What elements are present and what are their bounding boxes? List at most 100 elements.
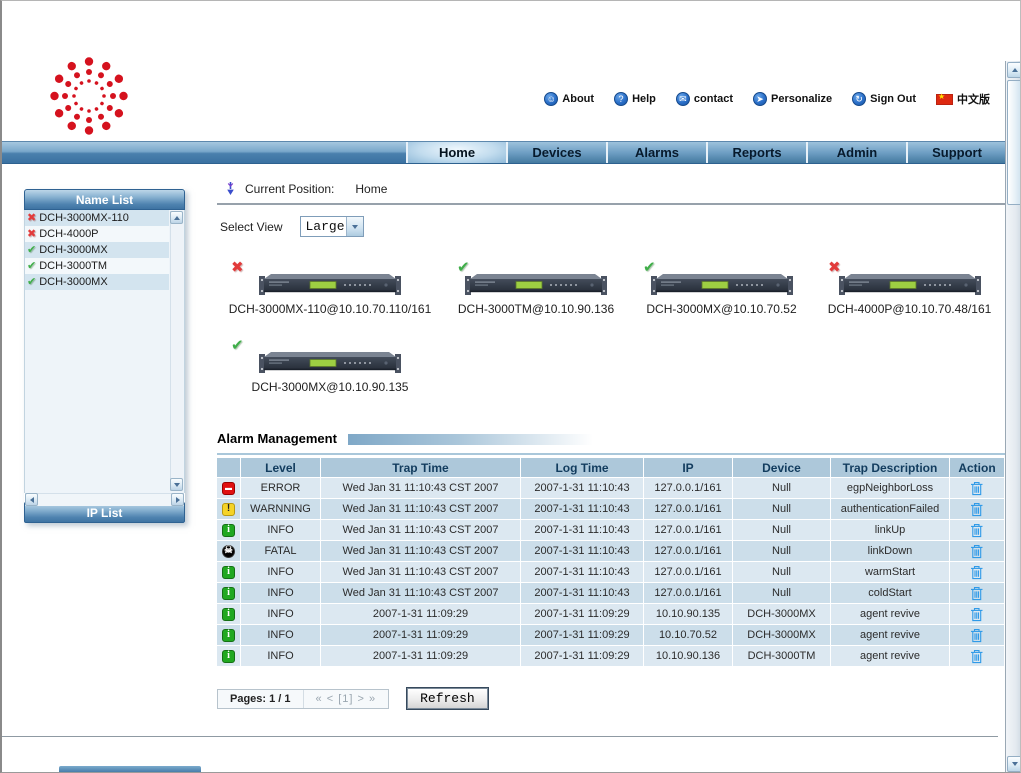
- cell-log-time: 2007-1-31 11:10:43: [521, 541, 644, 562]
- delete-trash-icon[interactable]: [970, 649, 984, 664]
- cell-trap-time: Wed Jan 31 11:10:43 CST 2007: [321, 562, 521, 583]
- tab-reports[interactable]: Reports: [706, 142, 806, 163]
- ip-list-header[interactable]: IP List: [24, 502, 185, 523]
- tab-home[interactable]: Home: [406, 142, 506, 163]
- view-select[interactable]: Large: [300, 216, 365, 237]
- nav-tabs: Home Devices Alarms Reports Admin Suppor…: [406, 142, 1006, 163]
- personalize-link[interactable]: ➤ Personalize: [753, 92, 832, 106]
- cell-level: WARNNING: [241, 499, 321, 520]
- breadcrumb-label: Current Position:: [245, 181, 335, 196]
- check-icon: [27, 277, 36, 288]
- chevron-down-icon[interactable]: [346, 217, 364, 236]
- delete-trash-icon[interactable]: [970, 481, 984, 496]
- cell-ip: 127.0.0.1/161: [644, 520, 733, 541]
- cell-level: ERROR: [241, 478, 321, 499]
- cell-device: Null: [733, 499, 831, 520]
- cell-ip: 10.10.70.52: [644, 625, 733, 646]
- scroll-up-button[interactable]: [170, 211, 183, 224]
- cell-ip: 127.0.0.1/161: [644, 541, 733, 562]
- help-link[interactable]: ? Help: [614, 92, 656, 106]
- device-card[interactable]: DCH-3000TM@10.10.90.136: [443, 256, 629, 328]
- scrollbar-thumb[interactable]: [1007, 80, 1020, 205]
- cell-level: INFO: [241, 646, 321, 667]
- tab-admin[interactable]: Admin: [806, 142, 906, 163]
- cell-ip: 127.0.0.1/161: [644, 562, 733, 583]
- sidebar-item-dch-3000mx-2[interactable]: DCH-3000MX: [25, 274, 169, 290]
- logo-starburst: [44, 51, 134, 141]
- cell-trap-time: Wed Jan 31 11:10:43 CST 2007: [321, 499, 521, 520]
- taskbar-fragment: [59, 766, 201, 772]
- about-link[interactable]: ☺ About: [544, 92, 594, 106]
- page-nav-links[interactable]: « < [1] > »: [315, 692, 377, 705]
- breadcrumb-value: Home: [355, 181, 388, 196]
- info-level-icon: [222, 649, 235, 663]
- cell-device: DCH-3000MX: [733, 625, 831, 646]
- tab-support[interactable]: Support: [906, 142, 1006, 163]
- fatal-skull-icon: [222, 544, 235, 558]
- check-icon: [231, 338, 244, 353]
- page-scrollbar[interactable]: [1005, 61, 1020, 772]
- device-label: DCH-3000MX@10.10.90.135: [251, 380, 409, 394]
- cell-ip: 127.0.0.1/161: [644, 478, 733, 499]
- sidebar-item-dch-3000mx[interactable]: DCH-3000MX: [25, 242, 169, 258]
- tab-devices[interactable]: Devices: [506, 142, 606, 163]
- cell-device: DCH-3000MX: [733, 604, 831, 625]
- device-card[interactable]: DCH-3000MX-110@10.10.70.110/161: [217, 256, 443, 328]
- scroll-up-button[interactable]: [1007, 62, 1020, 78]
- about-icon: ☺: [544, 92, 559, 106]
- cell-trap-time: Wed Jan 31 11:10:43 CST 2007: [321, 583, 521, 604]
- cell-trap-time: 2007-1-31 11:09:29: [321, 625, 521, 646]
- cell-log-time: 2007-1-31 11:09:29: [521, 604, 644, 625]
- sidebar-horizontal-scrollbar[interactable]: [25, 493, 184, 506]
- cell-ip: 127.0.0.1/161: [644, 499, 733, 520]
- refresh-button[interactable]: Refresh: [407, 688, 488, 709]
- delete-trash-icon[interactable]: [970, 586, 984, 601]
- delete-trash-icon[interactable]: [970, 523, 984, 538]
- cross-icon: [231, 260, 244, 275]
- device-card[interactable]: DCH-3000MX@10.10.90.135: [217, 334, 443, 400]
- name-list-header[interactable]: Name List: [24, 189, 185, 210]
- sign-out-label: Sign Out: [870, 93, 916, 105]
- device-label: DCH-4000P@10.10.70.48/161: [827, 302, 992, 316]
- language-label: 中文版: [957, 94, 990, 106]
- scroll-right-button[interactable]: [171, 493, 184, 506]
- scroll-down-button[interactable]: [1007, 756, 1020, 772]
- cell-trap-time: Wed Jan 31 11:10:43 CST 2007: [321, 478, 521, 499]
- sidebar-item-dch-3000tm[interactable]: DCH-3000TM: [25, 258, 169, 274]
- device-image: [461, 267, 611, 297]
- info-level-icon: [222, 523, 235, 537]
- table-header-row: Level Trap Time Log Time IP Device Trap …: [217, 458, 1005, 478]
- table-row: INFO 2007-1-31 11:09:29 2007-1-31 11:09:…: [217, 646, 1005, 667]
- tab-alarms[interactable]: Alarms: [606, 142, 706, 163]
- cell-ip: 10.10.90.135: [644, 604, 733, 625]
- error-level-icon: [222, 481, 235, 495]
- cross-icon: [27, 213, 36, 224]
- sign-out-link[interactable]: ↻ Sign Out: [852, 92, 916, 106]
- breadcrumb-divider: [217, 203, 1005, 205]
- cell-log-time: 2007-1-31 11:10:43: [521, 583, 644, 604]
- device-image: [647, 267, 797, 297]
- cell-trap-time: 2007-1-31 11:09:29: [321, 604, 521, 625]
- delete-trash-icon[interactable]: [970, 544, 984, 559]
- mail-icon: ✉: [675, 92, 690, 106]
- sidebar-vertical-scrollbar[interactable]: [170, 211, 183, 491]
- delete-trash-icon[interactable]: [970, 628, 984, 643]
- language-link[interactable]: 中文版: [936, 91, 990, 107]
- delete-trash-icon[interactable]: [970, 565, 984, 580]
- column-header-log-time: Log Time: [521, 458, 644, 478]
- cell-description: warmStart: [831, 562, 950, 583]
- help-icon: ?: [614, 92, 629, 106]
- device-card[interactable]: DCH-4000P@10.10.70.48/161: [814, 256, 1005, 328]
- scroll-down-button[interactable]: [170, 478, 183, 491]
- contact-link[interactable]: ✉ contact: [675, 92, 733, 106]
- scroll-left-button[interactable]: [25, 493, 38, 506]
- cell-description: authenticationFailed: [831, 499, 950, 520]
- device-card[interactable]: DCH-3000MX@10.10.70.52: [629, 256, 814, 328]
- table-row: ERROR Wed Jan 31 11:10:43 CST 2007 2007-…: [217, 478, 1005, 499]
- check-icon: [27, 261, 36, 272]
- delete-trash-icon[interactable]: [970, 607, 984, 622]
- sidebar-item-dch-3000mx-110[interactable]: DCH-3000MX-110: [25, 210, 169, 226]
- delete-trash-icon[interactable]: [970, 502, 984, 517]
- sidebar-item-dch-4000p[interactable]: DCH-4000P: [25, 226, 169, 242]
- cell-ip: 127.0.0.1/161: [644, 583, 733, 604]
